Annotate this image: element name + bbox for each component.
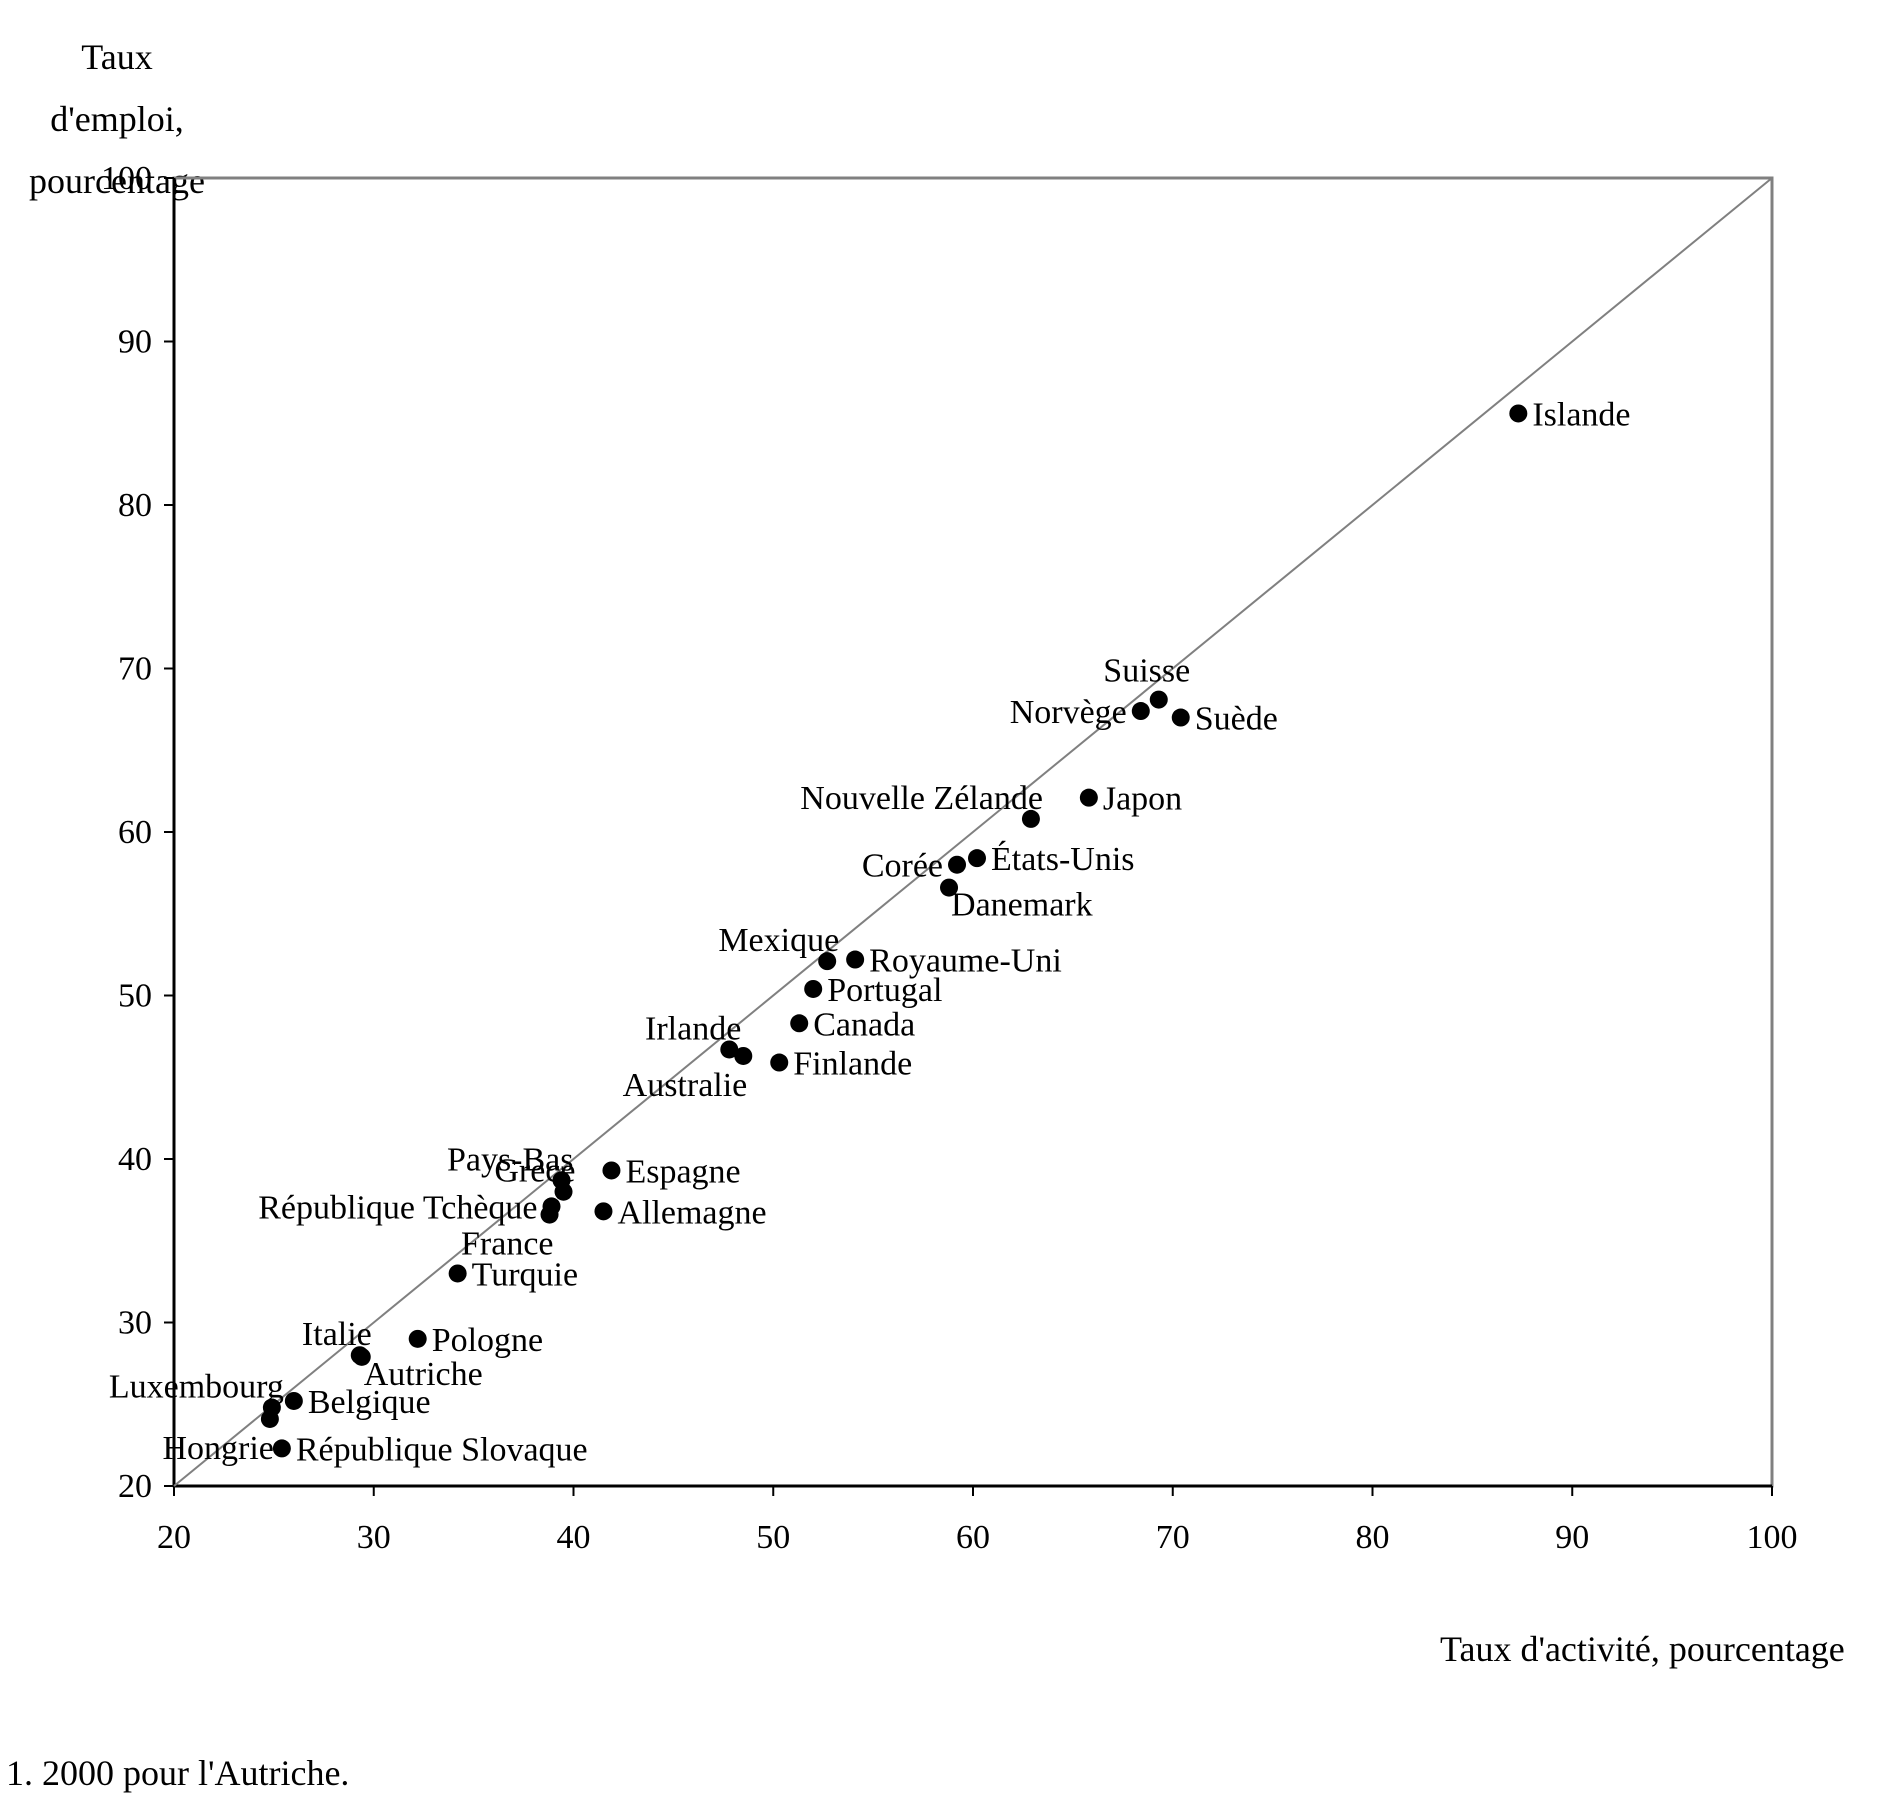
data-point-label: Finlande xyxy=(793,1046,912,1083)
data-point-label: Pays-Bas xyxy=(447,1141,574,1178)
data-point-label: République Slovaque xyxy=(296,1431,588,1468)
data-point xyxy=(818,952,837,971)
data-point xyxy=(260,1409,279,1428)
data-point-label: Irlande xyxy=(645,1010,741,1047)
y-tick-label: 100 xyxy=(101,160,152,197)
y-tick-label: 40 xyxy=(118,1141,152,1178)
y-axis-title-line1: Taux d'emploi, xyxy=(50,37,184,139)
data-point xyxy=(352,1347,371,1366)
data-point xyxy=(804,979,823,998)
data-point xyxy=(790,1014,809,1033)
data-point-label: Royaume-Uni xyxy=(869,943,1062,980)
data-point-label: Nouvelle Zélande xyxy=(800,780,1043,817)
data-point-label: Hongrie xyxy=(162,1430,273,1467)
data-point xyxy=(594,1202,613,1221)
data-point-label: République Tchèque xyxy=(258,1189,537,1226)
x-tick-label: 40 xyxy=(557,1519,591,1556)
x-tick-label: 80 xyxy=(1356,1519,1390,1556)
data-point xyxy=(720,1040,739,1059)
y-tick-label: 90 xyxy=(118,324,152,361)
y-axis-title-line2: pourcentage xyxy=(29,161,205,201)
data-point xyxy=(1131,702,1150,721)
data-point xyxy=(1021,809,1040,828)
data-point-label: Suisse xyxy=(1103,653,1190,690)
data-point-label: États-Unis xyxy=(991,841,1135,878)
data-point xyxy=(540,1205,559,1224)
data-point-label: Mexique xyxy=(718,922,839,959)
data-point xyxy=(846,950,865,969)
data-point xyxy=(554,1182,573,1201)
y-tick-label: 50 xyxy=(118,978,152,1015)
x-tick-label: 20 xyxy=(157,1519,191,1556)
x-tick-label: 30 xyxy=(357,1519,391,1556)
data-point-label: Luxembourg xyxy=(109,1369,284,1406)
data-point-label: Belgique xyxy=(308,1384,431,1421)
x-axis-title: Taux d'activité, pourcentage xyxy=(1440,1629,1845,1669)
data-point xyxy=(284,1391,303,1410)
data-point-label: Italie xyxy=(302,1316,372,1353)
data-point-label: Suède xyxy=(1195,701,1278,738)
data-point xyxy=(770,1053,789,1072)
data-point-label: Japon xyxy=(1103,781,1182,818)
data-point-label: Turquie xyxy=(472,1256,578,1293)
data-point xyxy=(1149,690,1168,709)
reference-line-y-equals-x xyxy=(173,177,1773,1487)
x-tick-label: 100 xyxy=(1747,1519,1798,1556)
y-tick-label: 70 xyxy=(118,651,152,688)
data-point xyxy=(448,1264,467,1283)
data-point-label: Australie xyxy=(623,1067,748,1104)
data-point xyxy=(408,1329,427,1348)
data-point xyxy=(1171,708,1190,727)
data-point-label: Portugal xyxy=(827,972,942,1009)
y-axis-title: Taux d'emploi, pourcentage xyxy=(12,26,222,212)
data-point xyxy=(272,1439,291,1458)
data-point-label: Allemagne xyxy=(617,1194,766,1231)
x-tick-label: 90 xyxy=(1555,1519,1589,1556)
x-tick-label: 60 xyxy=(956,1519,990,1556)
data-point xyxy=(602,1161,621,1180)
data-point-label: Canada xyxy=(813,1006,915,1043)
data-point xyxy=(948,855,967,874)
data-point xyxy=(1509,404,1528,423)
data-point xyxy=(940,878,959,897)
data-point-label: Corée xyxy=(862,848,943,885)
data-point xyxy=(734,1046,753,1065)
data-point-label: Danemark xyxy=(951,887,1093,924)
y-tick-label: 80 xyxy=(118,487,152,524)
data-point xyxy=(967,849,986,868)
y-tick-label: 60 xyxy=(118,814,152,851)
y-tick-label: 20 xyxy=(118,1468,152,1505)
x-tick-label: 70 xyxy=(1156,1519,1190,1556)
data-point-label: Espagne xyxy=(625,1153,740,1190)
data-point-label: Islande xyxy=(1532,396,1630,433)
footnote: 1. 2000 pour l'Autriche. xyxy=(6,1753,350,1793)
data-point-label: Norvège xyxy=(1010,694,1127,731)
x-tick-label: 50 xyxy=(756,1519,790,1556)
data-point-label: Pologne xyxy=(432,1322,543,1359)
data-point-label: Autriche xyxy=(364,1356,483,1393)
data-point-label: France xyxy=(461,1226,554,1263)
data-point-label: Grèce xyxy=(494,1153,575,1190)
data-point xyxy=(1079,788,1098,807)
y-tick-label: 30 xyxy=(118,1305,152,1342)
